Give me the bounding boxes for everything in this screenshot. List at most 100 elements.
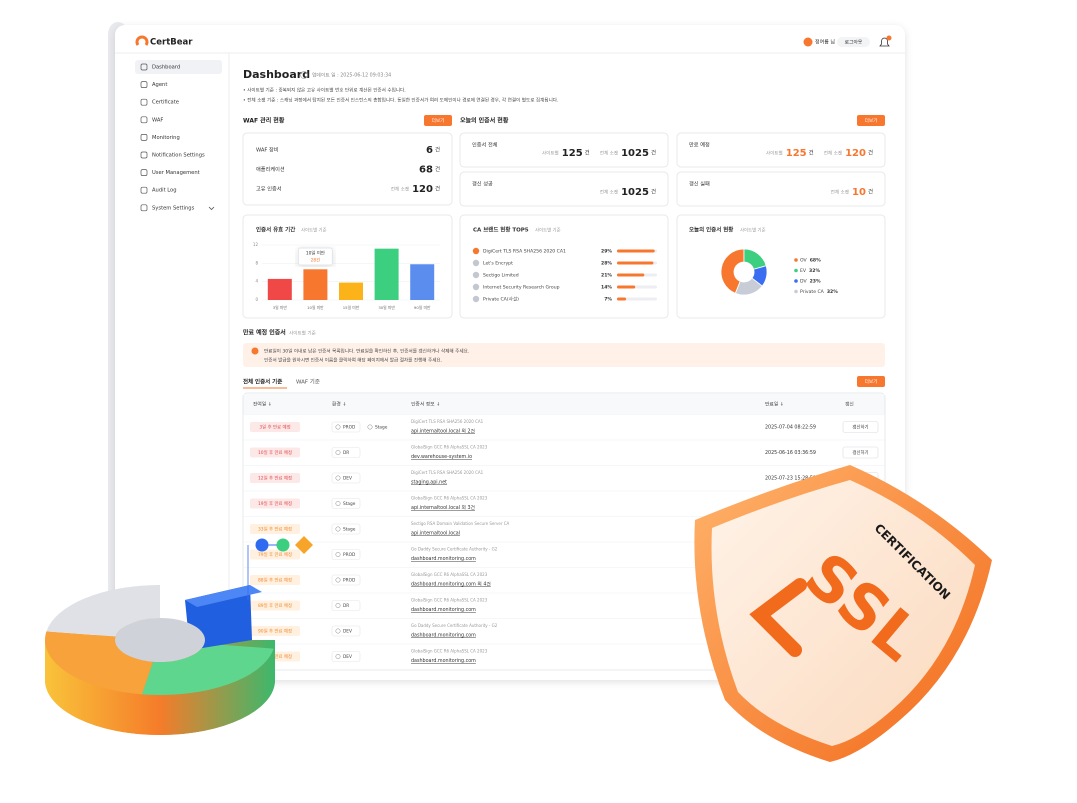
renew-label[interactable]: 갱신하기 [852,424,868,431]
x-tick-label: 10일 미만 [307,305,324,310]
domain[interactable]: staging.api.net [411,480,447,486]
y-tick-label: 4 [255,279,258,284]
more-button[interactable] [857,115,885,126]
issuer: GlobalSign GCC R6 AlphaSSL CA 2023 [411,649,488,654]
status-text: 79일 후 만료 예정 [258,551,292,558]
tooltip-label: 10일 미만 [306,250,325,257]
more-button[interactable] [424,115,452,126]
stat-value: 1025 [621,187,649,198]
stat-label: 애플리케이션 [256,165,285,173]
ca-name: Internet Security Research Group [483,285,560,291]
more-label[interactable]: 더보기 [865,117,878,124]
ca-name: Let's Encrypt [483,261,513,267]
more-button[interactable] [857,376,885,387]
card [242,214,453,319]
logout-button[interactable] [837,37,870,47]
domain[interactable]: dashboard.monitoring.com [411,556,476,562]
note: • 사이트별 기준 : 중복되지 않은 고유 사이트별 번호 단위로 계산된 인… [243,87,406,94]
domain[interactable]: api.internaltool.local 외 3건 [411,504,475,511]
domain[interactable]: api.internaltool.local 외 2건 [411,428,475,435]
menu-item[interactable]: User Management [152,170,200,176]
domain[interactable]: dashboard.monitoring.com [411,658,476,664]
menu-item[interactable]: Certificate [152,100,179,106]
tab[interactable]: WAF 기준 [296,378,320,386]
page-title: Dashboard [243,68,310,81]
renew-label[interactable]: 갱신하기 [852,449,868,456]
menu-item[interactable]: Audit Log [152,188,177,194]
env-label: Stage [343,527,356,533]
stat-value: 120 [845,148,866,159]
column-header[interactable]: 갱신 [845,401,854,408]
menu-icon [140,186,148,194]
ca-percent: 29% [601,249,612,255]
menu-item[interactable]: Notification Settings [152,153,205,159]
stat-label: 갱신 성공 [472,180,493,188]
stat-unit: 건 [585,150,590,157]
column-header[interactable]: 인증서 정보 ↓ [411,401,440,408]
env-chip [331,498,361,509]
domain[interactable]: dashboard.monitoring.com [411,607,476,613]
menu-item[interactable]: Dashboard [152,65,180,71]
user-name: 정여름 님 [815,39,835,46]
tab-active[interactable]: 전체 인증서 기준 [243,378,282,386]
decor-donut [44,536,313,735]
expiry-date: 2025-06-16 03:36:59 [765,450,816,456]
legend-dot [794,289,798,294]
legend-label: Private CA [800,289,825,295]
decor-shape [185,585,262,607]
issuer: DigiCert TLS RSA SHA256 2020 CA1 [411,419,484,424]
rank-badge [472,247,480,255]
stat-value: 125 [786,148,807,159]
refresh-icon[interactable] [300,71,308,79]
bar [617,273,645,277]
domain[interactable]: api.internaltool.local [411,531,460,537]
card [459,171,669,207]
status-text: 89일 후 만료 예정 [258,602,292,609]
column-header[interactable]: 환경 ↓ [332,401,346,408]
env-chip [364,422,392,432]
issuer: GlobalSign GCC R6 AlphaSSL CA 2023 [411,598,488,603]
env-label: PROD [343,425,356,431]
legend-value: 32% [827,289,838,295]
domain[interactable]: dashboard.monitoring.com 외 4건 [411,581,491,588]
menu-icon [140,169,148,176]
env-label: DR [343,450,349,456]
menu-item[interactable]: WAF [152,117,163,123]
status-badge [250,422,300,432]
menu-item[interactable]: System Settings [152,205,195,211]
bar [374,248,399,300]
ca-percent: 21% [601,273,612,279]
env-label: Stage [375,425,388,431]
env-icon [335,552,341,557]
status-badge [250,524,300,534]
card [676,171,886,207]
more-label[interactable]: 더보기 [865,378,878,385]
rank-badge [472,271,480,279]
env-icon [335,526,341,532]
bell-icon[interactable] [879,37,890,47]
chart-subtitle: 사이트별 기준 [740,227,766,234]
menu-icon [140,98,148,106]
shield-inner [711,480,975,746]
env-label: Stage [343,501,356,507]
y-tick-label: 12 [253,242,259,247]
domain[interactable]: dev.warehouse-system.io [411,454,472,460]
renew-button[interactable] [842,446,879,459]
bar [410,264,435,300]
logout-label[interactable]: 로그아웃 [845,39,863,46]
renew-button[interactable] [842,421,879,433]
status-badge [250,626,300,636]
tooltip [297,247,333,266]
column-header[interactable]: 잔여일 ↓ [253,401,272,408]
menu-item[interactable]: Agent [152,82,167,88]
y-tick-label: 0 [255,297,258,302]
env-icon [335,424,341,430]
status-text: 88일 후 만료 예정 [258,577,292,584]
menu-item[interactable]: Monitoring [152,135,180,141]
more-label[interactable]: 더보기 [432,117,445,124]
column-header[interactable]: 만료일 ↓ [765,401,784,408]
ca-name: Private CA(사설) [483,296,519,303]
domain[interactable]: dashboard.monitoring.com [411,633,476,639]
env-chip [331,574,361,586]
